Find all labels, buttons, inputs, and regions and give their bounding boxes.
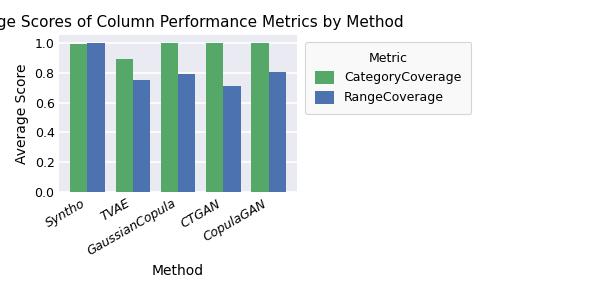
Bar — [178, 74, 195, 192]
Y-axis label: Average Score: Average Score — [15, 64, 29, 164]
Bar — [88, 43, 105, 192]
Bar — [206, 43, 224, 192]
Legend: CategoryCoverage, RangeCoverage: CategoryCoverage, RangeCoverage — [305, 42, 471, 114]
Bar — [252, 43, 269, 192]
Bar — [116, 59, 133, 192]
Title: Average Scores of Column Performance Metrics by Method: Average Scores of Column Performance Met… — [0, 15, 403, 30]
Bar — [224, 86, 241, 192]
X-axis label: Method: Method — [152, 264, 204, 278]
Bar — [269, 72, 286, 192]
Bar — [161, 43, 178, 192]
Bar — [133, 80, 150, 192]
Bar — [70, 44, 88, 192]
